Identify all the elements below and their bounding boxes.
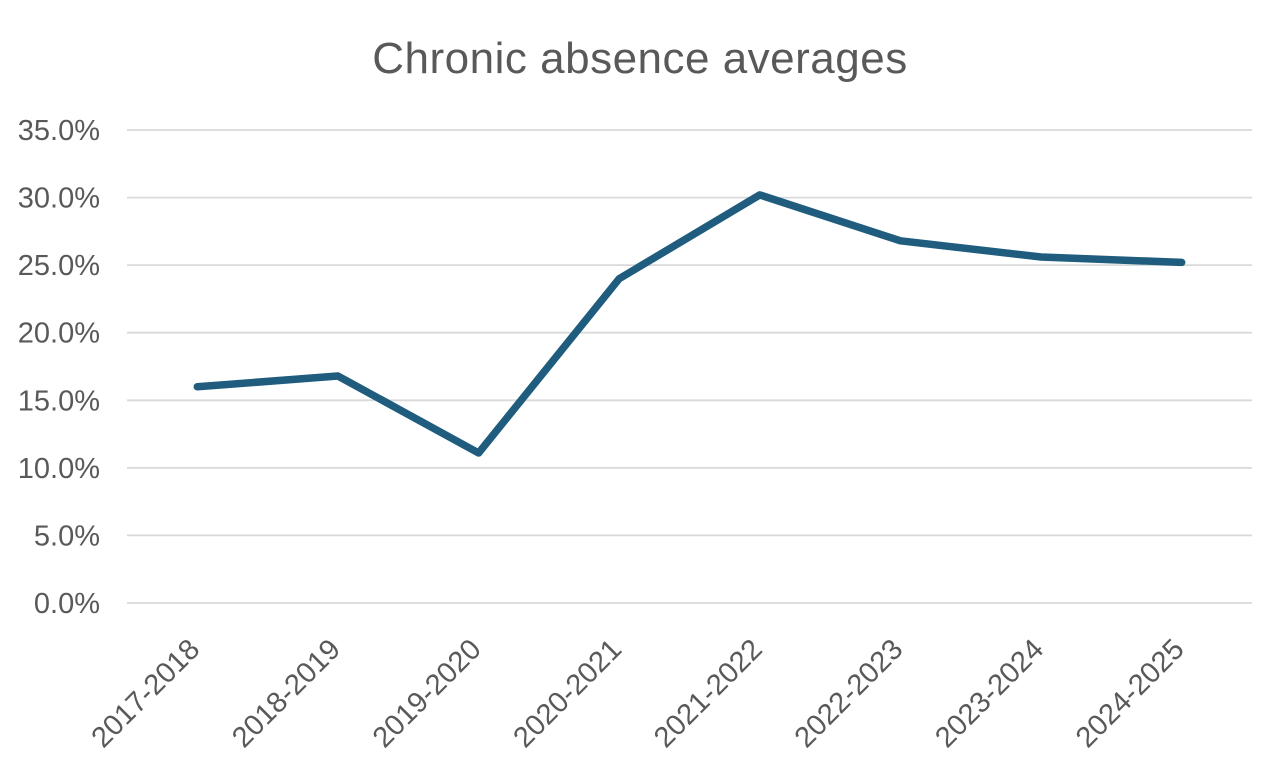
y-axis-tick-label: 10.0% [18,453,100,485]
x-axis-tick-label: 2023-2024 [929,633,1050,754]
y-axis-tick-label: 15.0% [18,385,100,417]
x-axis-tick-label: 2020-2021 [507,633,628,754]
y-axis-tick-label: 5.0% [34,520,100,552]
x-axis-tick-label: 2021-2022 [648,633,769,754]
x-axis-tick-label: 2018-2019 [226,633,347,754]
x-axis-tick-label: 2022-2023 [789,633,910,754]
y-axis-tick-label: 20.0% [18,318,100,350]
y-axis-tick-label: 30.0% [18,183,100,215]
x-axis-tick-label: 2017-2018 [86,633,207,754]
x-axis-tick-label: 2019-2020 [367,633,488,754]
chart-title: Chronic absence averages [372,34,908,83]
data-line-series [193,191,1186,457]
y-axis-tick-label: 0.0% [34,588,100,620]
y-axis-tick-label: 35.0% [18,115,100,147]
y-axis-tick-label: 25.0% [18,250,100,282]
x-axis-tick-label: 2024-2025 [1070,633,1191,754]
